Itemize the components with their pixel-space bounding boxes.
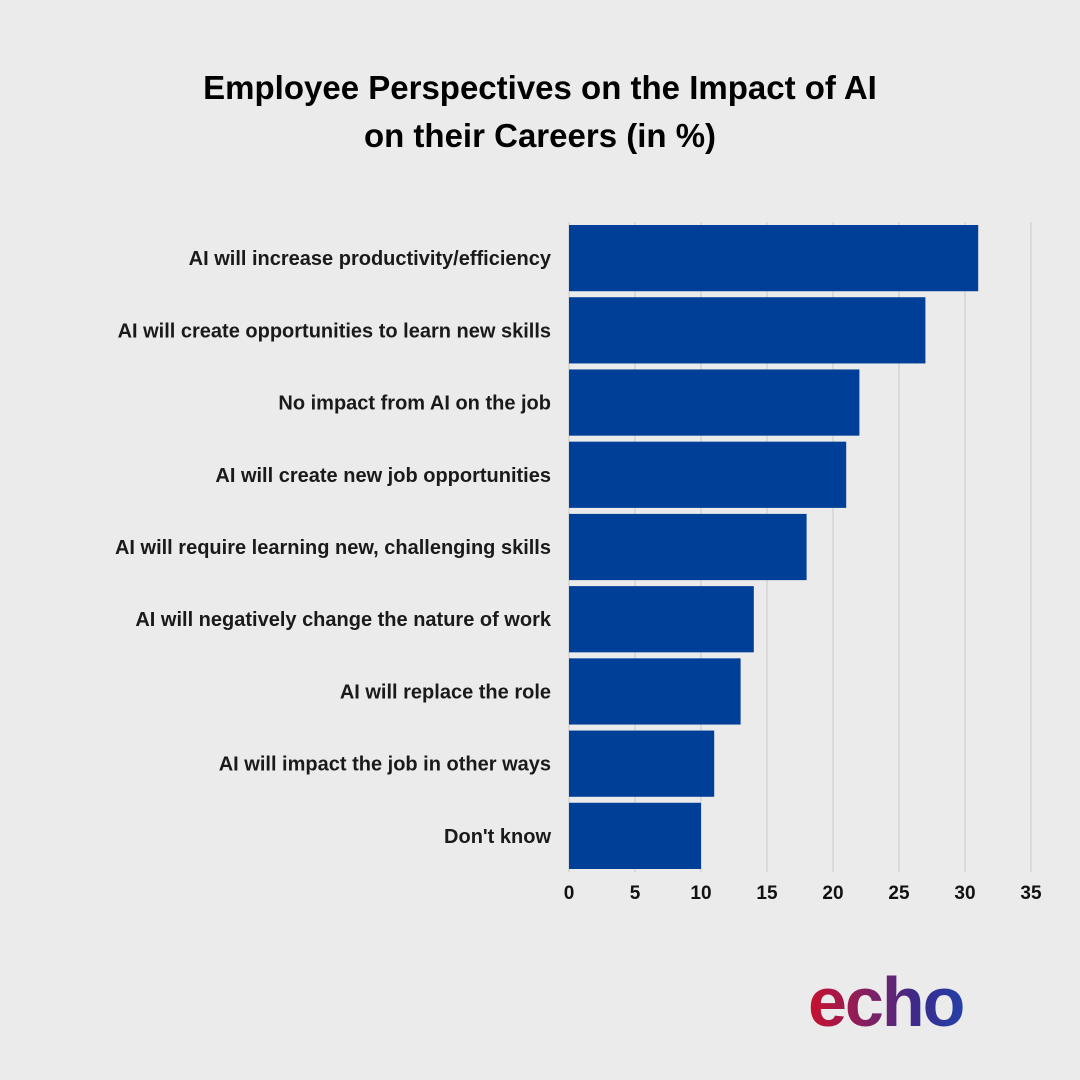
chart-title-line-1: Employee Perspectives on the Impact of A…: [203, 69, 877, 106]
category-label: Don't know: [444, 826, 551, 848]
bar: [569, 658, 741, 725]
echo-logo-text: echo: [808, 963, 964, 1041]
bar-chart: AI will increase productivity/efficiency…: [115, 222, 1042, 904]
x-tick-label: 15: [756, 883, 778, 904]
category-label: AI will negatively change the nature of …: [135, 609, 552, 631]
x-tick-label: 5: [630, 883, 641, 904]
bars: [569, 225, 979, 869]
chart-title-line-2: on their Careers (in %): [363, 117, 717, 154]
x-tick-label: 0: [564, 883, 575, 904]
echo-logo: echo: [808, 963, 966, 1041]
bar: [569, 730, 715, 797]
bar: [569, 369, 860, 436]
category-label: AI will create opportunities to learn ne…: [118, 320, 551, 342]
chart-title: Employee Perspectives on the Impact of A…: [0, 64, 1080, 160]
bar: [569, 225, 979, 292]
category-label: AI will require learning new, challengin…: [115, 537, 551, 559]
x-tick-labels: 0 5 10 15 20 25 30 35: [564, 883, 1042, 904]
bar: [569, 297, 926, 364]
x-tick-label: 25: [888, 883, 910, 904]
category-label: AI will impact the job in other ways: [219, 754, 551, 776]
category-label: AI will replace the role: [340, 681, 551, 703]
x-tick-label: 30: [954, 883, 975, 904]
bar: [569, 441, 847, 508]
category-label: No impact from AI on the job: [278, 393, 551, 415]
bar: [569, 513, 807, 581]
bar: [569, 586, 754, 653]
x-tick-label: 20: [822, 883, 843, 904]
category-labels: AI will increase productivity/efficiency…: [115, 248, 552, 848]
x-tick-label: 35: [1020, 883, 1042, 904]
category-label: AI will increase productivity/efficiency: [189, 248, 552, 270]
category-label: AI will create new job opportunities: [215, 465, 551, 487]
bar: [569, 802, 701, 869]
x-tick-label: 10: [690, 883, 711, 904]
